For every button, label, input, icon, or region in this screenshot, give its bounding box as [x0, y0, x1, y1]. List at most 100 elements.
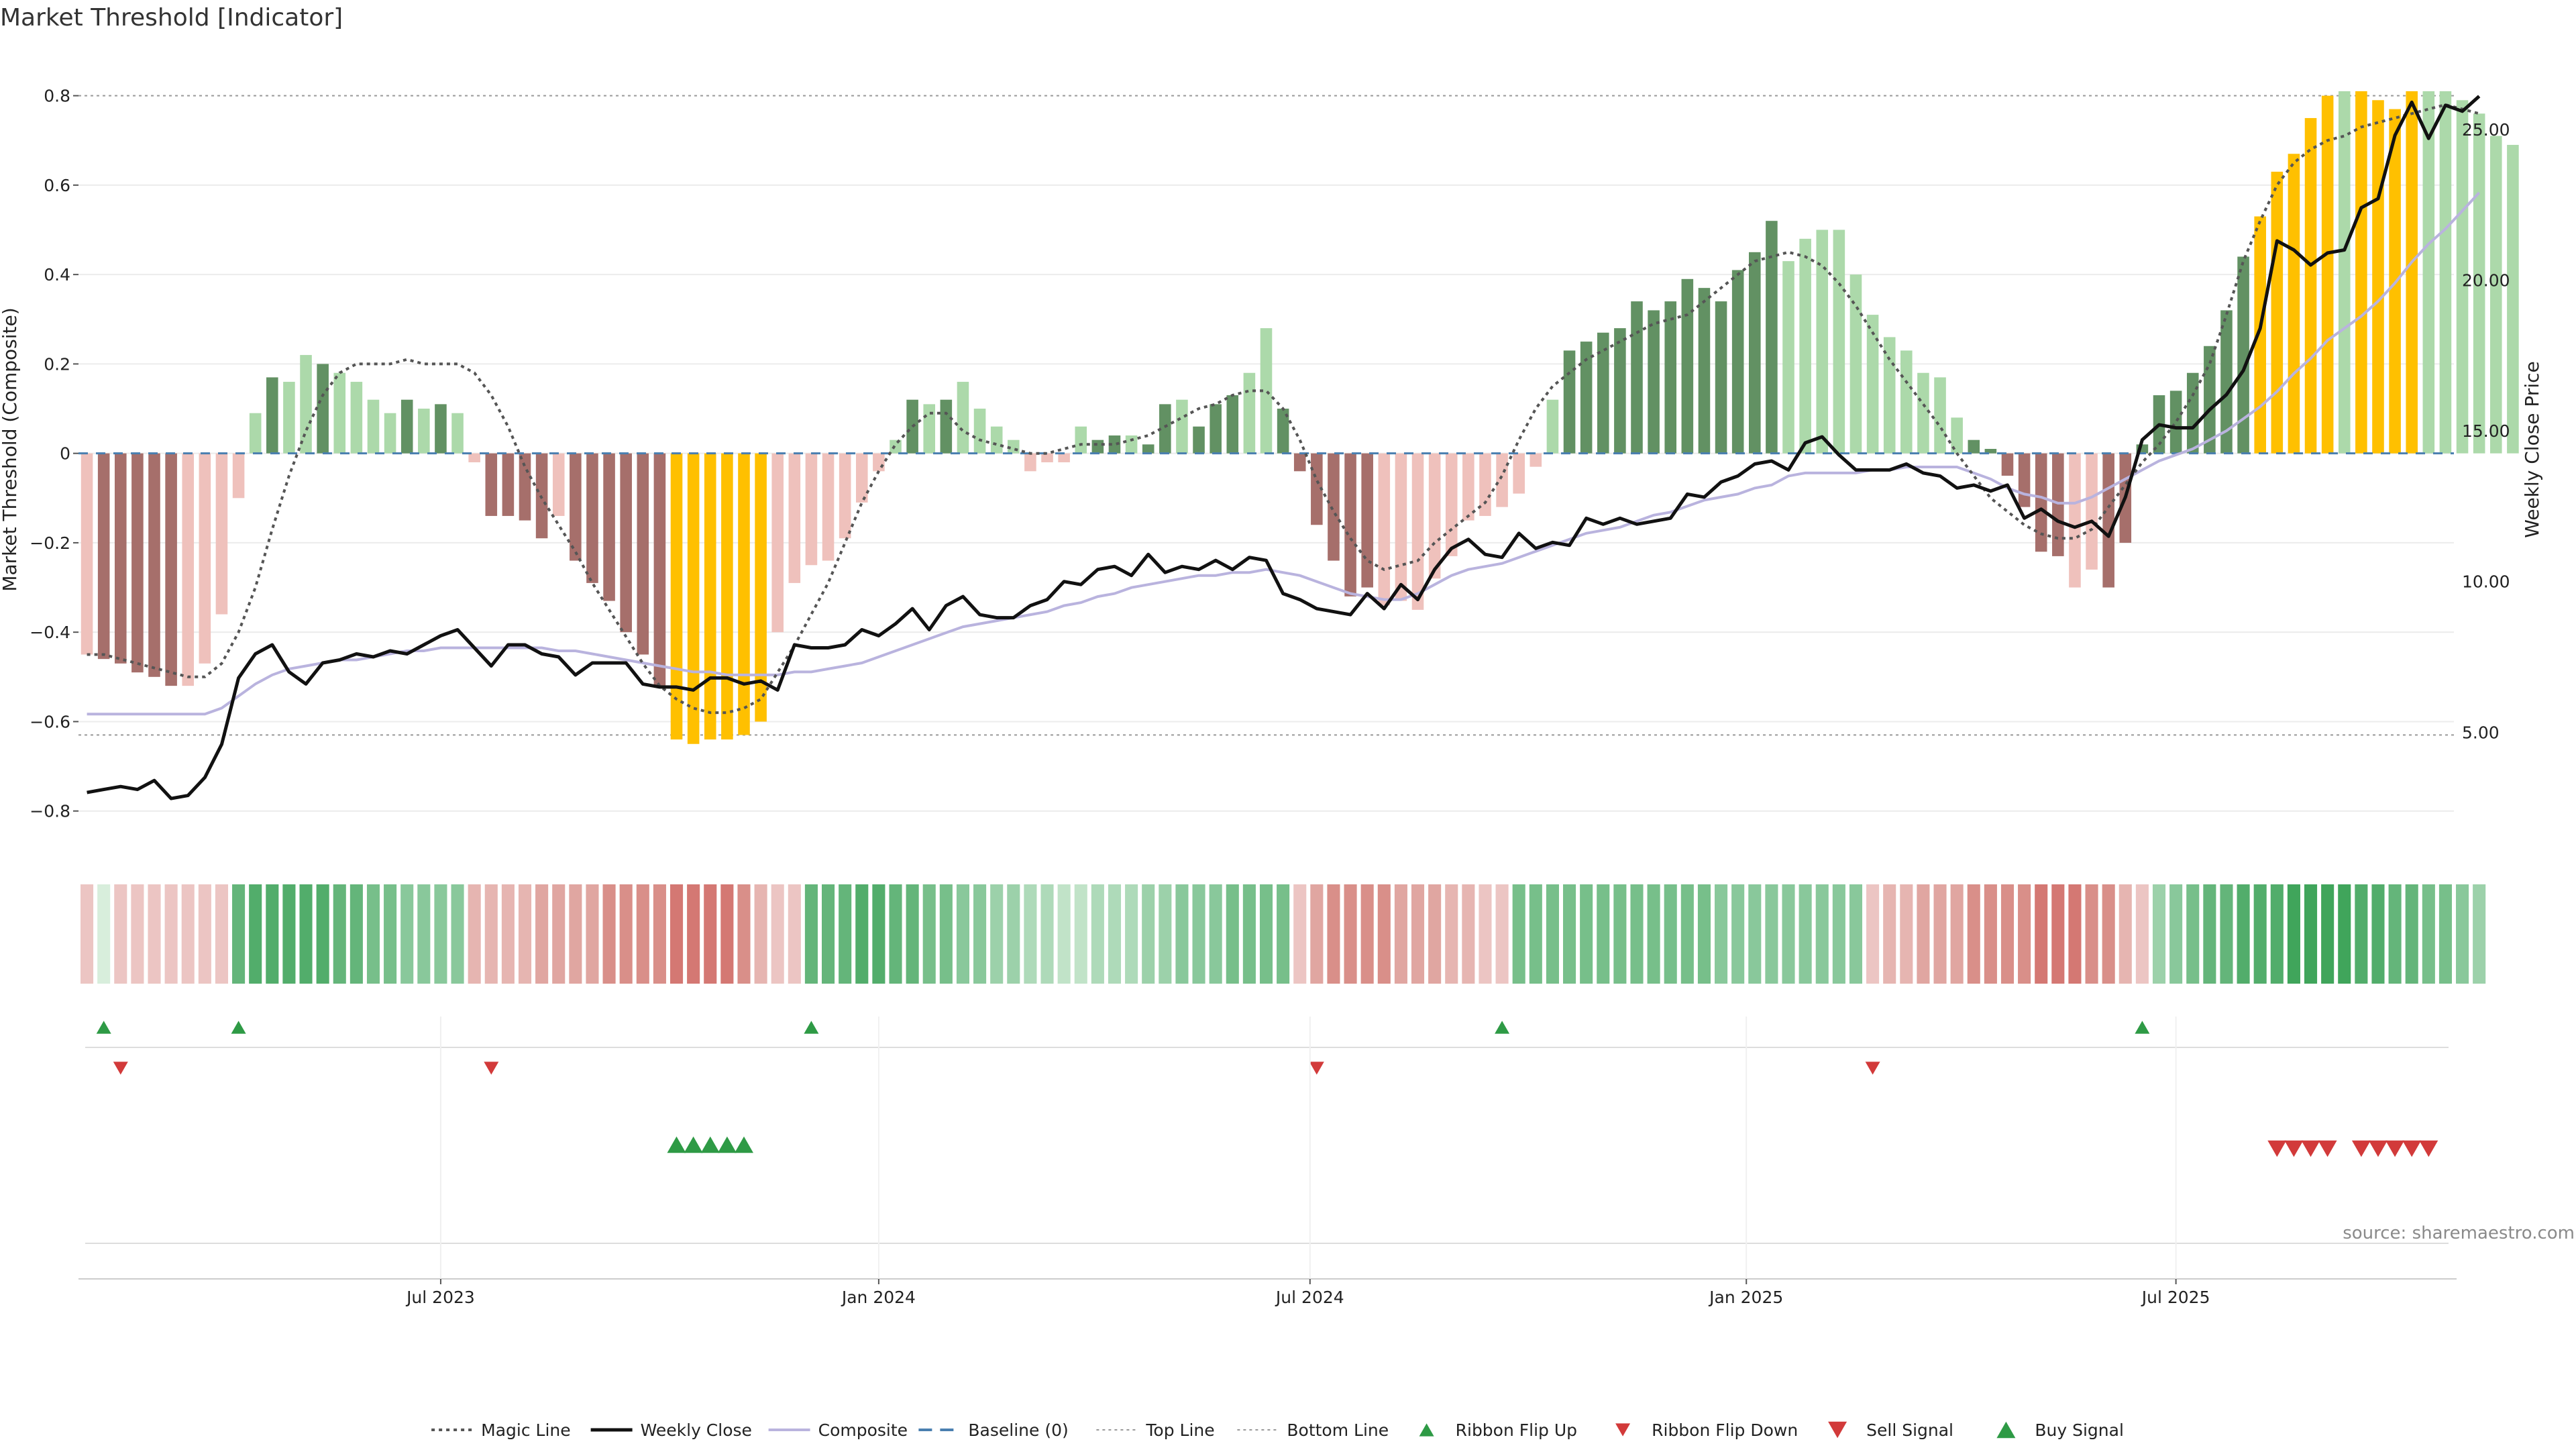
- left-tick-label: −0.8: [30, 802, 70, 821]
- composite-bar: [2439, 91, 2452, 454]
- ribbon-cell: [215, 884, 229, 984]
- ribbon-cell: [2051, 884, 2065, 984]
- composite-bar: [1277, 409, 1289, 454]
- ribbon-cell: [1007, 884, 1020, 984]
- composite-bar: [131, 453, 144, 673]
- legend-label: Sell Signal: [1866, 1420, 1953, 1440]
- composite-bar: [957, 382, 969, 454]
- sell-signal-marker: [2267, 1140, 2287, 1157]
- ribbon-cell: [1866, 884, 1880, 984]
- composite-bar: [1142, 444, 1155, 454]
- composite-bar: [1125, 435, 1138, 454]
- legend-swatch: [1828, 1421, 1847, 1439]
- ribbon-cell: [771, 884, 784, 984]
- ribbon-cell: [1377, 884, 1391, 984]
- composite-bar: [1058, 453, 1070, 462]
- left-tick-label: −0.4: [30, 623, 70, 642]
- watermark: source: sharemaestro.com: [2343, 1223, 2575, 1243]
- ribbon-cell: [636, 884, 649, 984]
- right-tick-label: 25.00: [2462, 120, 2510, 140]
- composite-bar: [333, 372, 346, 454]
- ribbon-cell: [80, 884, 94, 984]
- composite-bar: [973, 409, 986, 454]
- composite-bar: [1833, 229, 1845, 454]
- composite-bar: [199, 453, 211, 664]
- ribbon-cell: [1495, 884, 1509, 984]
- ribbon-cell: [2152, 884, 2166, 984]
- composite-bar: [2372, 100, 2384, 454]
- composite-bar: [1293, 453, 1306, 472]
- ribbon-cell: [1647, 884, 1660, 984]
- ribbon-flip-up-marker: [1495, 1021, 1510, 1034]
- ribbon-cell: [1159, 884, 1172, 984]
- ribbon-cell: [2321, 884, 2334, 984]
- ribbon-cell: [266, 884, 279, 984]
- buy-signal-marker: [667, 1136, 686, 1153]
- ribbon-cell: [1242, 884, 1256, 984]
- composite-bar: [1563, 350, 1576, 454]
- ribbon-cell: [181, 884, 195, 984]
- sell-signal-marker: [2402, 1140, 2422, 1157]
- ribbon-cell: [2000, 884, 2015, 984]
- composite-bar: [2254, 216, 2266, 454]
- composite-bar: [1782, 261, 1794, 454]
- composite-bar: [805, 453, 818, 566]
- ribbon-flip-up-marker: [2135, 1021, 2150, 1034]
- composite-bar: [2237, 256, 2249, 454]
- composite-bar: [2355, 91, 2367, 454]
- composite-bar: [1984, 449, 1997, 454]
- composite-bar: [1715, 301, 1727, 454]
- ribbon-cell: [1209, 884, 1222, 984]
- composite-bar: [1445, 453, 1458, 556]
- right-tick-label: 5.00: [2462, 723, 2500, 742]
- ribbon-cell: [822, 884, 835, 984]
- composite-bar: [502, 453, 515, 516]
- ribbon-cell: [97, 884, 111, 984]
- composite-bar: [1698, 288, 1711, 454]
- ribbon-cell: [619, 884, 633, 984]
- composite-bar: [1344, 453, 1356, 597]
- ribbon-cell: [535, 884, 549, 984]
- left-axis-label: Market Threshold (Composite): [0, 307, 21, 591]
- ribbon-cell: [1108, 884, 1122, 984]
- composite-bar: [1597, 332, 1609, 454]
- legend-swatch: [1996, 1421, 2016, 1439]
- composite-bar: [2304, 117, 2317, 454]
- composite-bar: [2422, 91, 2435, 454]
- ribbon-cell: [956, 884, 970, 984]
- ribbon-cell: [1175, 884, 1189, 984]
- composite-bar: [1799, 238, 1811, 454]
- ribbon-cell: [2068, 884, 2082, 984]
- composite-bar: [384, 413, 396, 454]
- ribbon-cell: [1040, 884, 1054, 984]
- x-tick-label: Jul 2023: [405, 1288, 475, 1307]
- ribbon-cell: [468, 884, 481, 984]
- composite-bar: [350, 382, 363, 454]
- ribbon-cell: [1428, 884, 1442, 984]
- ribbon-cell: [1832, 884, 1845, 984]
- composite-bar: [1866, 315, 1879, 454]
- composite-bar: [97, 453, 110, 660]
- ribbon-cell: [350, 884, 363, 984]
- ribbon-cell: [973, 884, 987, 984]
- ribbon-cell: [148, 884, 161, 984]
- ribbon-cell: [434, 884, 447, 984]
- buy-signal-marker: [735, 1136, 753, 1153]
- composite-bar: [1529, 453, 1542, 467]
- ribbon-cell: [1748, 884, 1762, 984]
- composite-bar: [721, 453, 733, 740]
- ribbon-cell: [1917, 884, 1930, 984]
- composite-bar: [2338, 91, 2351, 454]
- composite-bar: [2321, 95, 2334, 454]
- ribbon-cell: [1597, 884, 1610, 984]
- ribbon-cell: [131, 884, 144, 984]
- composite-bar: [1041, 453, 1053, 462]
- composite-bar: [2406, 91, 2418, 454]
- ribbon-cell: [1057, 884, 1071, 984]
- ribbon-flip-up-marker: [231, 1021, 246, 1034]
- ribbon-cell: [1411, 884, 1425, 984]
- legend-label: Top Line: [1145, 1420, 1214, 1440]
- ribbon-cell: [737, 884, 751, 984]
- composite-bars: [78, 91, 2519, 744]
- ribbon-cell: [906, 884, 919, 984]
